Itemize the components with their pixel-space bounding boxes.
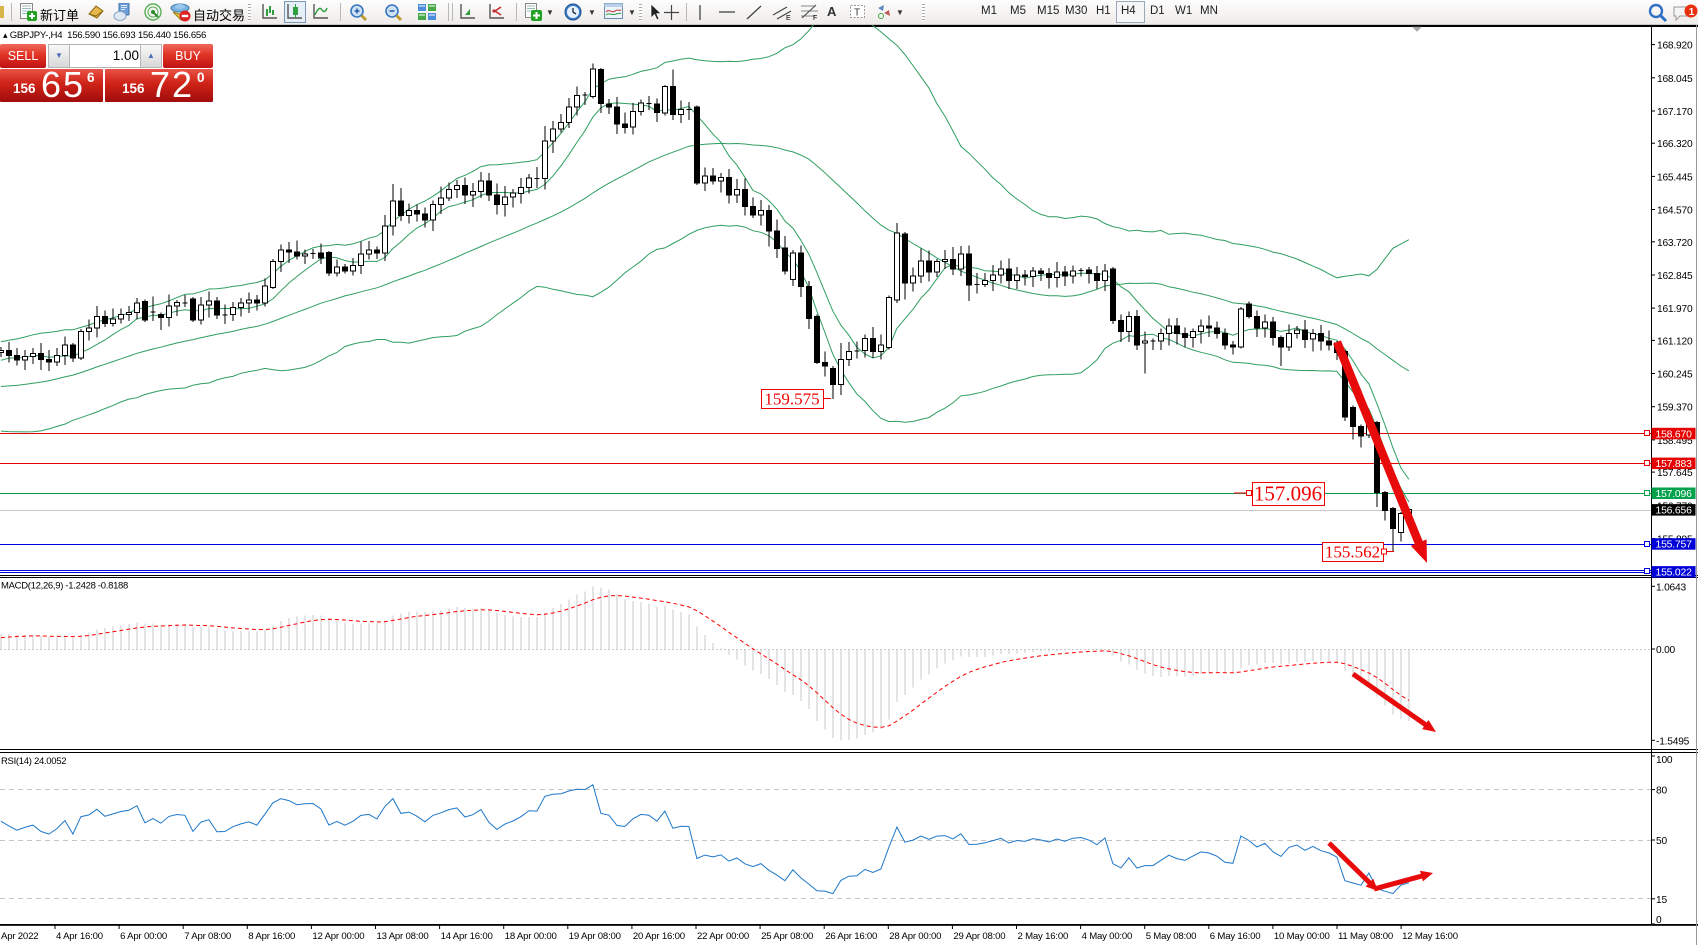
svg-text:160.245: 160.245 xyxy=(1657,370,1693,381)
svg-text:156.656: 156.656 xyxy=(1656,506,1693,517)
svg-text:6 Apr 00:00: 6 Apr 00:00 xyxy=(120,931,167,942)
svg-text:19 Apr 08:00: 19 Apr 08:00 xyxy=(569,931,621,942)
svg-text:168.045: 168.045 xyxy=(1657,74,1693,85)
svg-text:11 May 08:00: 11 May 08:00 xyxy=(1338,931,1393,942)
svg-text:12 May 16:00: 12 May 16:00 xyxy=(1402,931,1458,942)
svg-text:168.920: 168.920 xyxy=(1657,41,1693,52)
svg-text:RSI(14) 24.0052: RSI(14) 24.0052 xyxy=(1,756,66,767)
svg-text:100: 100 xyxy=(1656,755,1673,766)
svg-text:18 Apr 00:00: 18 Apr 00:00 xyxy=(505,931,557,942)
svg-text:162.845: 162.845 xyxy=(1657,271,1693,282)
svg-text:F: F xyxy=(813,15,817,21)
svg-text:14 Apr 16:00: 14 Apr 16:00 xyxy=(441,931,493,942)
svg-text:2 May 16:00: 2 May 16:00 xyxy=(1018,931,1069,942)
svg-text:E: E xyxy=(786,15,791,21)
svg-text:80: 80 xyxy=(1656,786,1667,797)
svg-text:12 Apr 00:00: 12 Apr 00:00 xyxy=(312,931,364,942)
svg-text:20 Apr 16:00: 20 Apr 16:00 xyxy=(633,931,685,942)
svg-text:25 Apr 08:00: 25 Apr 08:00 xyxy=(761,931,813,942)
svg-text:164.570: 164.570 xyxy=(1657,206,1693,217)
svg-text:155.022: 155.022 xyxy=(1656,568,1693,579)
svg-text:-1.5495: -1.5495 xyxy=(1656,736,1690,747)
svg-text:50: 50 xyxy=(1656,836,1667,847)
svg-text:15: 15 xyxy=(1656,895,1667,906)
svg-text:163.720: 163.720 xyxy=(1657,238,1693,249)
svg-text:158.495: 158.495 xyxy=(1657,436,1693,447)
svg-text:157.096: 157.096 xyxy=(1656,489,1693,500)
svg-text:T: T xyxy=(854,8,860,19)
svg-text:157.096: 157.096 xyxy=(1254,482,1322,506)
svg-text:165.445: 165.445 xyxy=(1657,172,1693,183)
svg-text:1.0643: 1.0643 xyxy=(1656,582,1686,593)
svg-text:10 May 00:00: 10 May 00:00 xyxy=(1274,931,1330,942)
svg-text:MACD(12,26,9) -1.2428 -0.8188: MACD(12,26,9) -1.2428 -0.8188 xyxy=(1,581,128,592)
svg-text:161.120: 161.120 xyxy=(1657,336,1693,347)
svg-text:155.757: 155.757 xyxy=(1656,540,1693,551)
svg-text:159.575: 159.575 xyxy=(764,389,819,408)
svg-text:155.562: 155.562 xyxy=(1325,542,1380,561)
svg-text:Apr 2022: Apr 2022 xyxy=(1,931,38,942)
svg-text:158.670: 158.670 xyxy=(1656,429,1693,440)
svg-text:166.320: 166.320 xyxy=(1657,139,1693,150)
svg-text:26 Apr 16:00: 26 Apr 16:00 xyxy=(825,931,877,942)
svg-text:157.883: 157.883 xyxy=(1656,459,1693,470)
svg-text:161.970: 161.970 xyxy=(1657,304,1693,315)
svg-text:4 Apr 16:00: 4 Apr 16:00 xyxy=(56,931,103,942)
svg-text:1: 1 xyxy=(1689,7,1695,18)
svg-text:167.170: 167.170 xyxy=(1657,107,1693,118)
svg-text:159.370: 159.370 xyxy=(1657,403,1693,414)
svg-text:0: 0 xyxy=(1656,915,1662,926)
svg-text:22 Apr 00:00: 22 Apr 00:00 xyxy=(697,931,749,942)
svg-text:5 May 08:00: 5 May 08:00 xyxy=(1146,931,1197,942)
svg-text:8 Apr 16:00: 8 Apr 16:00 xyxy=(248,931,295,942)
svg-text:7 Apr 08:00: 7 Apr 08:00 xyxy=(184,931,231,942)
svg-text:4 May 00:00: 4 May 00:00 xyxy=(1082,931,1133,942)
svg-text:157.645: 157.645 xyxy=(1657,468,1693,479)
svg-text:6 May 16:00: 6 May 16:00 xyxy=(1210,931,1261,942)
svg-text:0.00: 0.00 xyxy=(1656,645,1676,656)
svg-text:13 Apr 08:00: 13 Apr 08:00 xyxy=(377,931,429,942)
svg-text:29 Apr 08:00: 29 Apr 08:00 xyxy=(953,931,1005,942)
svg-text:28 Apr 00:00: 28 Apr 00:00 xyxy=(889,931,941,942)
